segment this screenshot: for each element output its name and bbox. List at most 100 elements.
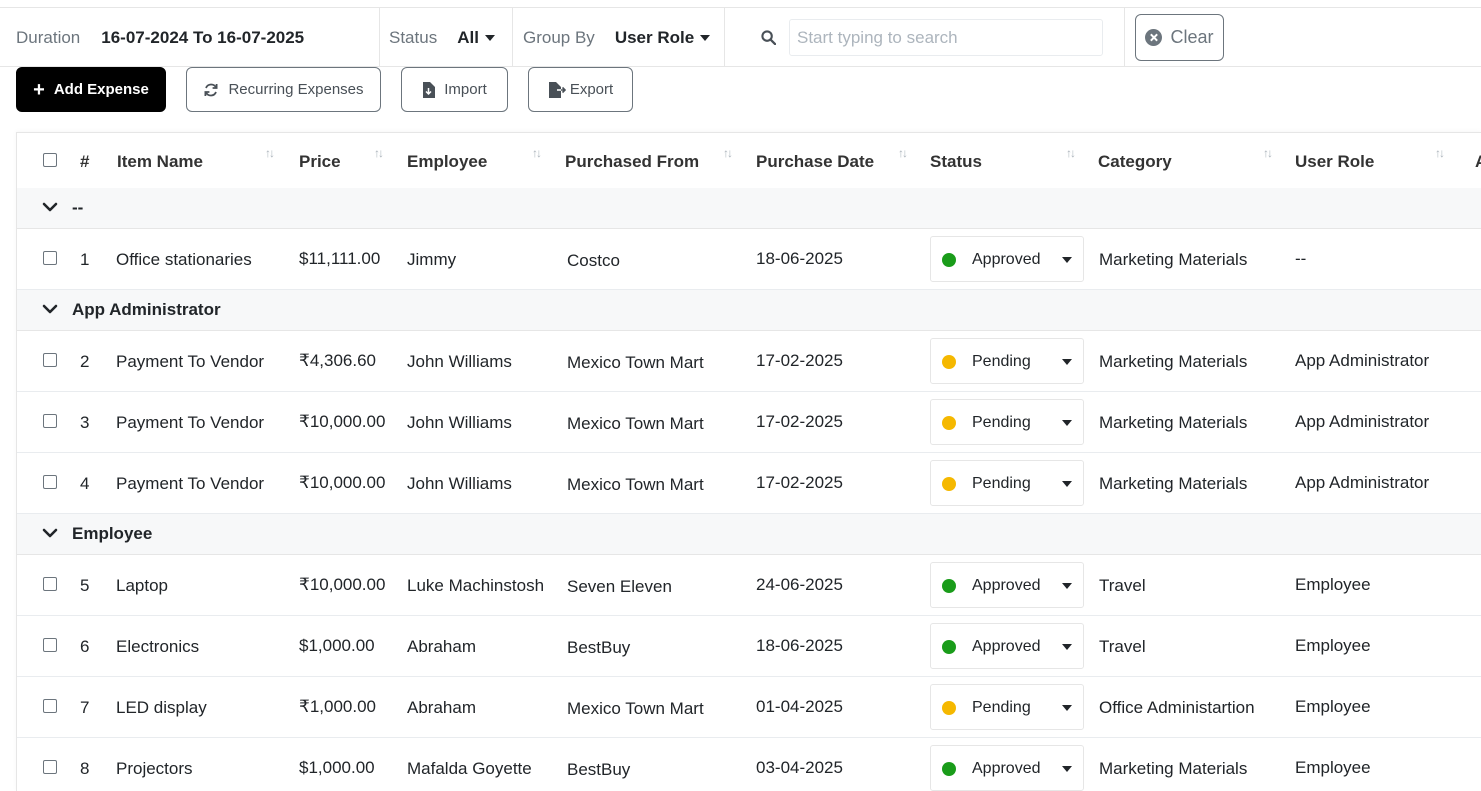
cell-purchase-date: 17-02-2025	[756, 412, 843, 431]
status-dropdown[interactable]: Pending	[930, 399, 1084, 445]
recurring-expenses-button[interactable]: Recurring Expenses	[186, 67, 381, 112]
status-dropdown[interactable]: Approved	[930, 745, 1084, 791]
row-checkbox[interactable]	[43, 699, 57, 713]
status-filter[interactable]: Status All	[380, 8, 513, 67]
clear-button[interactable]: Clear	[1135, 14, 1224, 61]
table-row[interactable]: 6 Electronics $1,000.00 Abraham BestBuy 18-06…	[17, 616, 1481, 677]
status-value: Pending	[972, 475, 1031, 492]
cell-purchased-from: BestBuy	[567, 760, 631, 779]
export-button[interactable]: Export	[528, 67, 633, 112]
table-row[interactable]: 5 Laptop ₹10,000.00 Luke Machinstosh Seven E…	[17, 555, 1481, 616]
cell-purchased-from: Costco	[567, 251, 620, 270]
status-dropdown[interactable]: Pending	[930, 684, 1084, 730]
sort-icon[interactable]: ↑↓	[265, 146, 275, 160]
cell-price: ₹1,000.00	[299, 697, 376, 716]
cell-user-role: App Administrator	[1295, 412, 1430, 431]
cell-employee: Abraham	[407, 637, 476, 656]
add-expense-button[interactable]: + Add Expense	[16, 67, 166, 112]
sort-icon[interactable]: ↑↓	[532, 146, 542, 160]
status-dropdown[interactable]: Approved	[930, 236, 1084, 282]
sort-icon[interactable]: ↑↓	[898, 146, 908, 160]
status-filter-dropdown[interactable]: All	[457, 28, 495, 48]
import-button[interactable]: Import	[401, 67, 508, 112]
cell-purchased-from: BestBuy	[567, 638, 631, 657]
table-row[interactable]: 8 Projectors $1,000.00 Mafalda Goyette BestB…	[17, 738, 1481, 791]
select-all-checkbox[interactable]	[43, 153, 57, 167]
add-expense-label: Add Expense	[53, 81, 149, 98]
group-row[interactable]: --	[17, 188, 1481, 229]
caret-down-icon	[1062, 420, 1072, 426]
column-item-name[interactable]: Item Name	[117, 152, 203, 171]
sort-icon[interactable]: ↑↓	[1435, 146, 1445, 160]
group-row[interactable]: Employee	[17, 514, 1481, 555]
chevron-down-icon[interactable]	[42, 201, 58, 213]
column-purchase-date[interactable]: Purchase Date	[756, 152, 875, 171]
table-row[interactable]: 3 Payment To Vendor ₹10,000.00 John William…	[17, 392, 1481, 453]
group-row[interactable]: App Administrator	[17, 290, 1481, 331]
table-row[interactable]: 2 Payment To Vendor ₹4,306.60 John Williams…	[17, 331, 1481, 392]
duration-filter[interactable]: Duration 16-07-2024 To 16-07-2025	[0, 8, 380, 67]
caret-down-icon	[1062, 583, 1072, 589]
sort-icon[interactable]: ↑↓	[374, 146, 384, 160]
status-dropdown[interactable]: Approved	[930, 562, 1084, 608]
column-category[interactable]: Category	[1098, 152, 1172, 171]
sort-icon[interactable]: ↑↓	[1263, 146, 1273, 160]
column-employee[interactable]: Employee	[407, 152, 488, 171]
status-dot-icon	[942, 762, 956, 776]
chevron-down-icon[interactable]	[42, 527, 58, 539]
cell-price: ₹4,306.60	[299, 351, 376, 370]
cell-item-name: Payment To Vendor	[116, 352, 265, 371]
status-dot-icon	[942, 579, 956, 593]
row-checkbox[interactable]	[43, 475, 57, 489]
row-checkbox[interactable]	[43, 414, 57, 428]
cell-item-name: Projectors	[116, 759, 193, 778]
cell-price: ₹10,000.00	[299, 473, 386, 492]
duration-value[interactable]: 16-07-2024 To 16-07-2025	[101, 27, 305, 47]
table-row[interactable]: 1 Office stationaries $11,111.00 Jimmy Costc…	[17, 229, 1481, 290]
table-row[interactable]: 7 LED display ₹1,000.00 Abraham Mexico Town …	[17, 677, 1481, 738]
status-dot-icon	[942, 701, 956, 715]
status-value: Pending	[972, 414, 1031, 431]
cell-employee: Abraham	[407, 698, 476, 717]
status-dot-icon	[942, 416, 956, 430]
refresh-icon	[204, 83, 218, 96]
status-dropdown[interactable]: Pending	[930, 460, 1084, 506]
cell-category: Travel	[1099, 576, 1146, 595]
row-checkbox[interactable]	[43, 577, 57, 591]
column-status[interactable]: Status	[930, 152, 982, 171]
status-dropdown[interactable]: Approved	[930, 623, 1084, 669]
column-price[interactable]: Price	[299, 152, 341, 171]
cell-user-role: App Administrator	[1295, 473, 1430, 492]
filter-bar: Duration 16-07-2024 To 16-07-2025 Status…	[0, 7, 1481, 67]
column-next: A	[1475, 152, 1481, 172]
chevron-down-icon[interactable]	[42, 303, 58, 315]
group-by-filter[interactable]: Group By User Role	[513, 8, 725, 67]
cell-purchase-date: 03-04-2025	[756, 758, 843, 777]
cell-purchase-date: 17-02-2025	[756, 351, 843, 370]
row-checkbox[interactable]	[43, 760, 57, 774]
cell-item-name: Laptop	[116, 576, 168, 595]
group-by-dropdown[interactable]: User Role	[615, 28, 711, 48]
group-title: Employee	[72, 524, 153, 543]
cell-purchased-from: Mexico Town Mart	[567, 475, 704, 494]
file-export-icon	[548, 81, 566, 98]
row-checkbox[interactable]	[43, 353, 57, 367]
table-row[interactable]: 4 Payment To Vendor ₹10,000.00 John William…	[17, 453, 1481, 514]
status-dropdown[interactable]: Pending	[930, 338, 1084, 384]
cell-purchase-date: 17-02-2025	[756, 473, 843, 492]
row-checkbox[interactable]	[43, 251, 57, 265]
group-title: --	[72, 198, 84, 217]
row-checkbox[interactable]	[43, 638, 57, 652]
column-purchased-from[interactable]: Purchased From	[565, 152, 700, 171]
cell-employee: John Williams	[407, 474, 512, 493]
cell-index: 4	[80, 474, 90, 493]
sort-icon[interactable]: ↑↓	[1066, 146, 1076, 160]
cell-price: $1,000.00	[299, 636, 375, 655]
file-import-icon	[423, 81, 436, 98]
sort-icon[interactable]: ↑↓	[723, 146, 733, 160]
status-value: Pending	[972, 699, 1031, 716]
search-input[interactable]	[789, 19, 1103, 56]
cell-item-name: Payment To Vendor	[116, 474, 265, 493]
column-user-role[interactable]: User Role	[1295, 152, 1375, 171]
import-label: Import	[444, 81, 487, 98]
